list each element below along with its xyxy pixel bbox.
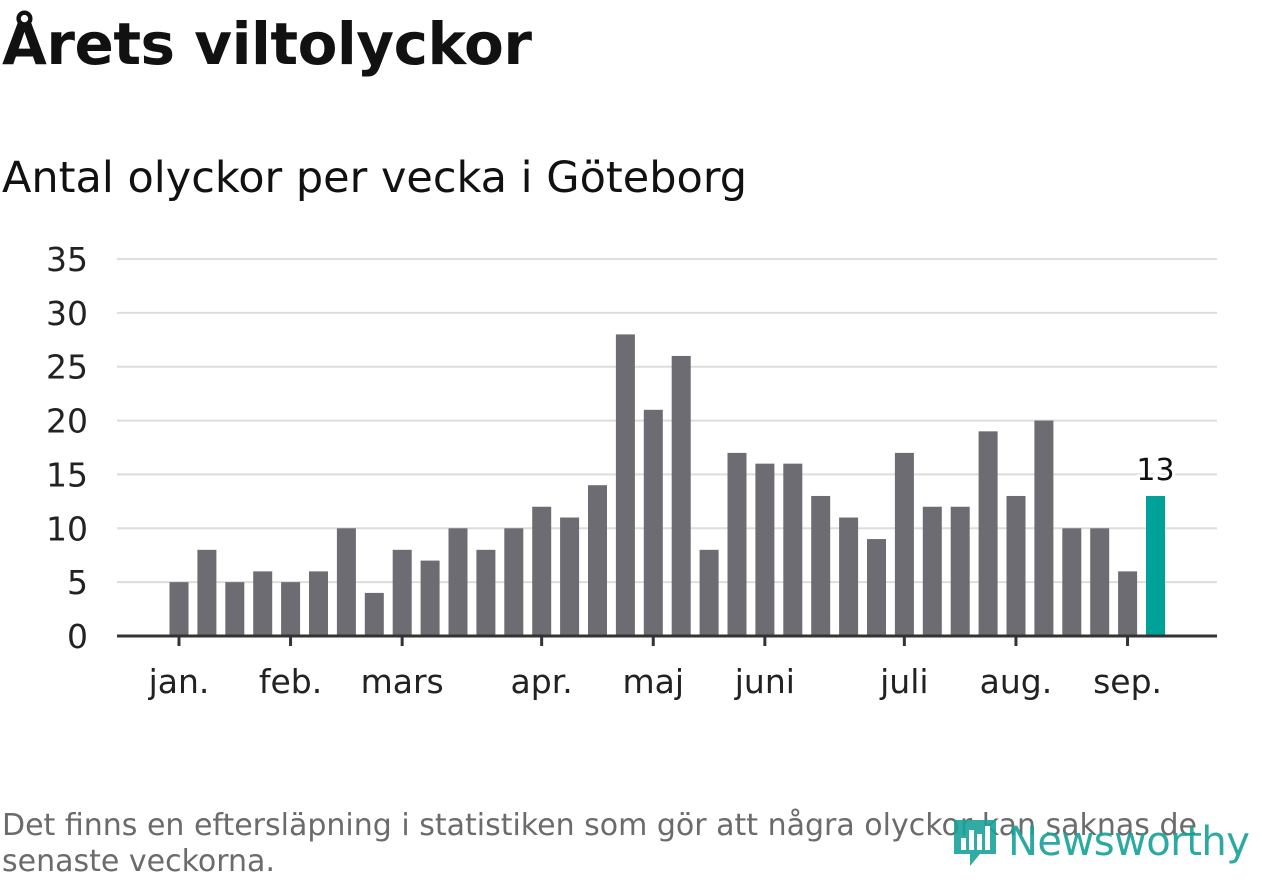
bar <box>727 452 747 636</box>
bar <box>448 528 468 636</box>
bar <box>281 582 301 636</box>
data-label: 13 <box>1136 453 1174 488</box>
bar <box>392 549 412 636</box>
bar <box>755 463 775 636</box>
bar <box>839 517 859 636</box>
newsworthy-logo: Newsworthy <box>950 816 1250 868</box>
chart-title: Årets viltolyckor <box>2 10 532 78</box>
x-tick-label: mars <box>361 662 444 701</box>
bar <box>225 582 245 636</box>
bar <box>671 355 691 636</box>
chart-subtitle: Antal olyckor per vecka i Göteborg <box>2 153 748 203</box>
bar-highlight <box>1146 495 1165 636</box>
x-tick-label: sep. <box>1093 662 1162 701</box>
x-tick-label: maj <box>622 662 684 701</box>
bar <box>504 528 524 636</box>
newsworthy-logo-icon <box>954 820 996 866</box>
logo-text: Newsworthy <box>1008 819 1250 865</box>
x-tick-label: juli <box>879 662 928 701</box>
bar <box>1034 420 1054 636</box>
y-tick-label: 20 <box>46 402 88 441</box>
y-tick-label: 25 <box>46 348 88 387</box>
x-tick-label: apr. <box>511 662 573 701</box>
x-tick-label: feb. <box>259 662 322 701</box>
bar <box>532 506 552 636</box>
x-tick-label: juni <box>734 662 795 701</box>
y-tick-label: 0 <box>67 617 88 656</box>
bar <box>420 560 440 636</box>
bar <box>811 495 831 636</box>
bar <box>978 431 998 636</box>
y-tick-label: 15 <box>46 455 88 494</box>
bar <box>867 539 886 636</box>
bar <box>699 549 719 636</box>
x-tick-label: jan. <box>148 662 210 701</box>
bar <box>894 452 914 636</box>
bar-chart: 0 5 10 15 20 25 30 35 13 jan. feb. mars apr. maj juni j… <box>46 240 1217 701</box>
bar <box>364 592 384 636</box>
y-tick-label: 5 <box>67 563 88 602</box>
bar <box>197 549 217 636</box>
bar <box>309 571 328 636</box>
bar <box>560 517 580 636</box>
bar <box>1062 528 1082 636</box>
y-tick-label: 30 <box>46 294 88 333</box>
bar <box>1006 495 1026 636</box>
bar <box>783 463 803 636</box>
bar <box>922 506 942 636</box>
bar <box>950 506 970 636</box>
bar <box>476 549 496 636</box>
bar <box>1090 528 1110 636</box>
x-tick-label: aug. <box>980 662 1053 701</box>
bar <box>253 571 273 636</box>
bar <box>336 528 356 636</box>
y-tick-label: 35 <box>46 240 88 279</box>
footnote: Det finns en eftersläpning i statistiken… <box>2 808 1197 879</box>
bar <box>643 409 663 636</box>
bar <box>615 334 635 636</box>
bar <box>1118 571 1138 636</box>
y-tick-label: 10 <box>46 509 88 548</box>
bar <box>588 485 607 636</box>
bar <box>169 582 189 636</box>
